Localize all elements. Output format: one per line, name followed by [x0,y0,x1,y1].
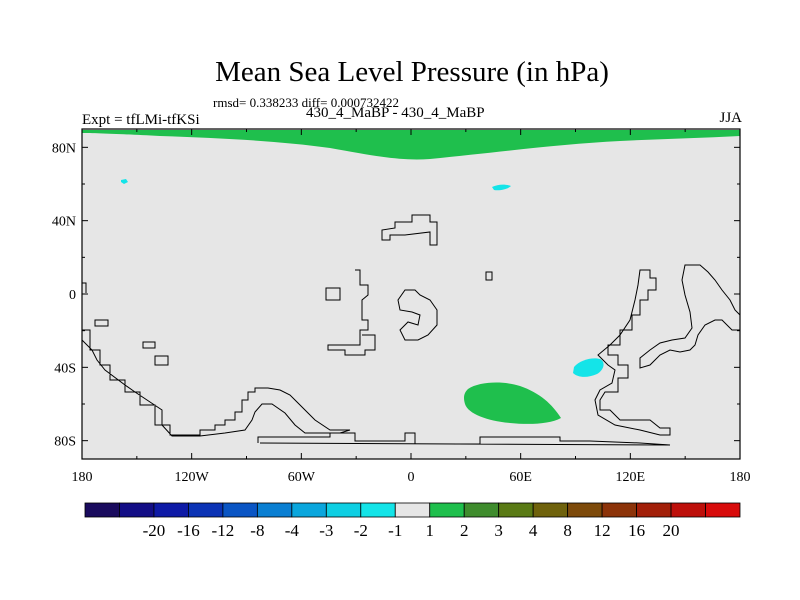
colorbar-box [636,502,672,518]
coastline-antarctica [257,432,671,446]
coastline-east-edge [82,282,87,293]
arctic-positive-region [82,130,740,160]
colorbar-label: 2 [460,521,469,540]
colorbar-box [325,502,362,518]
colorbar-box [567,502,603,518]
y-tick-label: 80S [54,435,76,450]
colorbar-box [188,502,224,518]
coastline-island-1 [325,287,341,301]
coastline-island-4 [154,355,169,366]
colorbar-label: -4 [285,521,300,540]
colorbar-box [463,502,500,518]
x-tick-label: 60W [288,470,316,485]
north-pacific-negative-region [121,179,128,184]
colorbar-label: -2 [354,521,368,540]
y-tick-label: 40N [52,215,76,230]
colorbar-box [394,502,431,518]
season-label: JJA [719,110,742,126]
coastline-australia-east [639,264,741,369]
map-background [82,129,740,459]
colorbar-box [291,502,327,518]
colorbar-label: -16 [177,521,200,540]
chart-title: Mean Sea Level Pressure (in hPa) [215,56,609,88]
colorbar-box [84,502,120,518]
southeast-indian-negative-region [573,358,604,377]
coastline-asia-pacific [594,269,671,436]
y-tick-label: 0 [69,288,76,303]
coastline-europe-north [381,214,438,246]
colorbar-label: 12 [594,521,611,540]
colorbar-box [360,502,396,518]
colorbar-label: 1 [425,521,434,540]
colorbar-label: 4 [529,521,538,540]
coastlines [81,214,741,446]
colorbar-label: -20 [143,521,166,540]
coastline-island-5 [94,319,109,327]
x-tick-label: 0 [408,470,415,485]
colorbar-box [670,502,706,518]
coastline-africa-west [327,269,376,356]
colorbar-box [532,502,569,518]
colorbar-box [705,502,741,518]
stats-line: rmsd= 0.338233 diff= 0.000732422 [213,95,399,110]
experiment-label: Expt = tfLMi-tfKSi [82,112,200,128]
colorbar-box [119,502,155,518]
coastline-island-3 [142,341,156,349]
colorbar-label: 8 [563,521,572,540]
colorbar-label: 20 [663,521,680,540]
colorbar-box [601,502,637,518]
x-axis-labels: 180 120W 60W 0 60E 120E 180 [72,470,751,485]
colorbar-box [498,502,534,518]
y-tick-label: 80N [52,141,76,156]
colorbar-label: -8 [250,521,264,540]
colorbar-label: -1 [388,521,402,540]
colorbar-label: 16 [628,521,645,540]
colorbar-labels: -20 -16 -12 -8 -4 -3 -2 -1 1 2 3 4 8 12 16 20 [143,521,680,540]
colorbar [84,502,741,518]
north-atlantic-negative-region [492,184,511,191]
colorbar-label: -3 [319,521,333,540]
southern-indian-positive-region [464,382,561,424]
x-tick-label: 60E [509,470,532,485]
x-tick-label: 120W [175,470,210,485]
x-tick-label: 180 [72,470,93,485]
colorbar-label: -12 [212,521,235,540]
colorbar-label: 3 [494,521,503,540]
coastline-island-2 [485,271,493,281]
x-tick-label: 120E [616,470,646,485]
coastline-africa-east [397,289,438,341]
colorbar-box [222,502,258,518]
coastline-americas [81,329,351,437]
x-tick-label: 180 [730,470,751,485]
y-axis-labels: 80N 40N 0 40S 80S [52,141,76,449]
tick-marks [81,129,741,459]
colorbar-box [429,502,465,518]
colorbar-box [256,502,293,518]
y-tick-label: 40S [54,361,76,376]
colorbar-box [153,502,189,518]
run-label: 430_4_MaBP - 430_4_MaBP [306,105,485,121]
